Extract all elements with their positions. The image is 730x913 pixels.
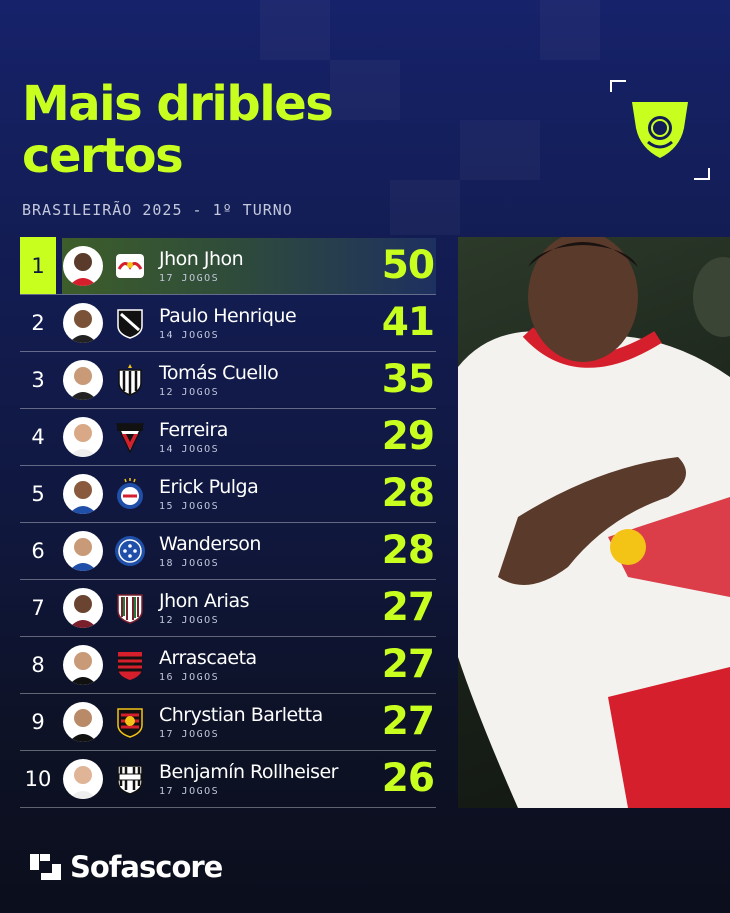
ranking-row: 2 Paulo Henrique 14 JOGOS 41 bbox=[20, 295, 436, 352]
player-avatar bbox=[63, 588, 103, 628]
games-played: 15 JOGOS bbox=[159, 501, 220, 512]
ranking-row: 9 Chrystian Barletta 17 JOGOS 27 bbox=[20, 694, 436, 751]
ranking-row: 8 Arrascaeta 16 JOGOS 27 bbox=[20, 637, 436, 694]
games-played: 17 JOGOS bbox=[159, 729, 220, 740]
row-divider bbox=[20, 408, 436, 409]
games-played: 12 JOGOS bbox=[159, 615, 220, 626]
row-divider bbox=[20, 522, 436, 523]
vasco-crest bbox=[113, 306, 147, 340]
player-name: Erick Pulga bbox=[159, 476, 259, 498]
row-divider bbox=[20, 750, 436, 751]
dribbles-value: 35 bbox=[381, 357, 435, 402]
title-line-1: Mais dribles bbox=[22, 76, 334, 132]
rank-number: 9 bbox=[31, 710, 45, 734]
title-line-2: certos bbox=[22, 128, 184, 184]
row-divider bbox=[20, 579, 436, 580]
featured-player-photo bbox=[458, 237, 730, 808]
rank-number: 8 bbox=[31, 653, 45, 677]
brasileirao-logo bbox=[610, 80, 710, 180]
ranking-row: 5 Erick Pulga 15 JOGOS 28 bbox=[20, 466, 436, 523]
dribbles-value: 28 bbox=[381, 471, 435, 516]
player-name: Ferreira bbox=[159, 419, 228, 441]
ranking-row: 10 Benjamín Rollheiser 17 JOGOS 26 bbox=[20, 751, 436, 808]
rank-number: 7 bbox=[31, 596, 45, 620]
player-figure-image bbox=[458, 237, 730, 808]
sofascore-icon bbox=[30, 854, 61, 880]
player-avatar bbox=[63, 246, 103, 286]
row-divider bbox=[20, 636, 436, 637]
ranking-table: 1 Jhon Jhon 17 JOGOS 50 2 Paulo Henrique… bbox=[20, 237, 436, 808]
ranking-row: 1 Jhon Jhon 17 JOGOS 50 bbox=[20, 237, 436, 295]
background-tile bbox=[390, 180, 460, 235]
competition-subtitle: BRASILEIRÃO 2025 - 1º TURNO bbox=[22, 201, 293, 219]
fluminense-crest bbox=[113, 591, 147, 625]
games-played: 16 JOGOS bbox=[159, 672, 220, 683]
games-played: 14 JOGOS bbox=[159, 444, 220, 455]
player-name: Arrascaeta bbox=[159, 647, 257, 669]
background-tile bbox=[330, 60, 400, 120]
santos-crest bbox=[113, 762, 147, 796]
row-divider bbox=[20, 465, 436, 466]
player-name: Benjamín Rollheiser bbox=[159, 761, 339, 783]
dribbles-value: 27 bbox=[381, 642, 435, 687]
ranking-row: 4 Ferreira 14 JOGOS 29 bbox=[20, 409, 436, 466]
player-avatar bbox=[63, 417, 103, 457]
atletico-mineiro-crest bbox=[113, 363, 147, 397]
player-avatar bbox=[63, 531, 103, 571]
row-divider bbox=[20, 351, 436, 352]
sofascore-logo: Sofascore bbox=[30, 850, 223, 884]
ranking-row: 3 Tomás Cuello 12 JOGOS 35 bbox=[20, 352, 436, 409]
player-name: Jhon Arias bbox=[159, 590, 249, 612]
games-played: 17 JOGOS bbox=[159, 786, 220, 797]
ranking-row: 6 Wanderson 18 JOGOS 28 bbox=[20, 523, 436, 580]
cruzeiro-crest bbox=[113, 534, 147, 568]
row-divider bbox=[20, 693, 436, 694]
rank-number: 6 bbox=[31, 539, 45, 563]
dribbles-value: 28 bbox=[381, 528, 435, 573]
dribbles-value: 29 bbox=[381, 414, 435, 459]
rank-number: 1 bbox=[20, 237, 56, 294]
rank-number: 4 bbox=[31, 425, 45, 449]
games-played: 18 JOGOS bbox=[159, 558, 220, 569]
red-bull-bragantino-crest bbox=[113, 249, 147, 283]
dribbles-value: 41 bbox=[381, 300, 435, 345]
background-tile bbox=[260, 0, 330, 60]
dribbles-value: 26 bbox=[381, 756, 435, 801]
league-trophy-icon bbox=[632, 102, 688, 158]
page-title: Mais dribles certos bbox=[22, 76, 334, 184]
player-avatar bbox=[63, 645, 103, 685]
rank-number: 10 bbox=[24, 767, 52, 791]
player-name: Chrystian Barletta bbox=[159, 704, 323, 726]
rank-number: 5 bbox=[31, 482, 45, 506]
games-played: 12 JOGOS bbox=[159, 387, 220, 398]
ranking-row: 7 Jhon Arias 12 JOGOS 27 bbox=[20, 580, 436, 637]
games-played: 14 JOGOS bbox=[159, 330, 220, 341]
player-name: Wanderson bbox=[159, 533, 261, 555]
dribbles-value: 27 bbox=[381, 699, 435, 744]
dribbles-value: 27 bbox=[381, 585, 435, 630]
player-avatar bbox=[63, 474, 103, 514]
corner-bracket-icon bbox=[694, 168, 710, 180]
player-avatar bbox=[63, 759, 103, 799]
player-avatar bbox=[63, 303, 103, 343]
corner-bracket-icon bbox=[610, 80, 626, 92]
player-avatar bbox=[63, 702, 103, 742]
brand-name: Sofascore bbox=[70, 850, 223, 884]
bahia-crest bbox=[113, 477, 147, 511]
background-tile bbox=[460, 120, 540, 180]
dribbles-value: 50 bbox=[381, 243, 435, 288]
background-tile bbox=[540, 0, 600, 60]
games-played: 17 JOGOS bbox=[159, 273, 220, 284]
row-divider bbox=[20, 807, 436, 808]
player-name: Jhon Jhon bbox=[159, 248, 244, 270]
sport-crest bbox=[113, 705, 147, 739]
player-avatar bbox=[63, 360, 103, 400]
flamengo-crest bbox=[113, 648, 147, 682]
rank-number: 2 bbox=[31, 311, 45, 335]
sao-paulo-crest bbox=[113, 420, 147, 454]
player-name: Paulo Henrique bbox=[159, 305, 297, 327]
player-name: Tomás Cuello bbox=[159, 362, 279, 384]
row-divider bbox=[20, 294, 436, 295]
rank-number: 3 bbox=[31, 368, 45, 392]
